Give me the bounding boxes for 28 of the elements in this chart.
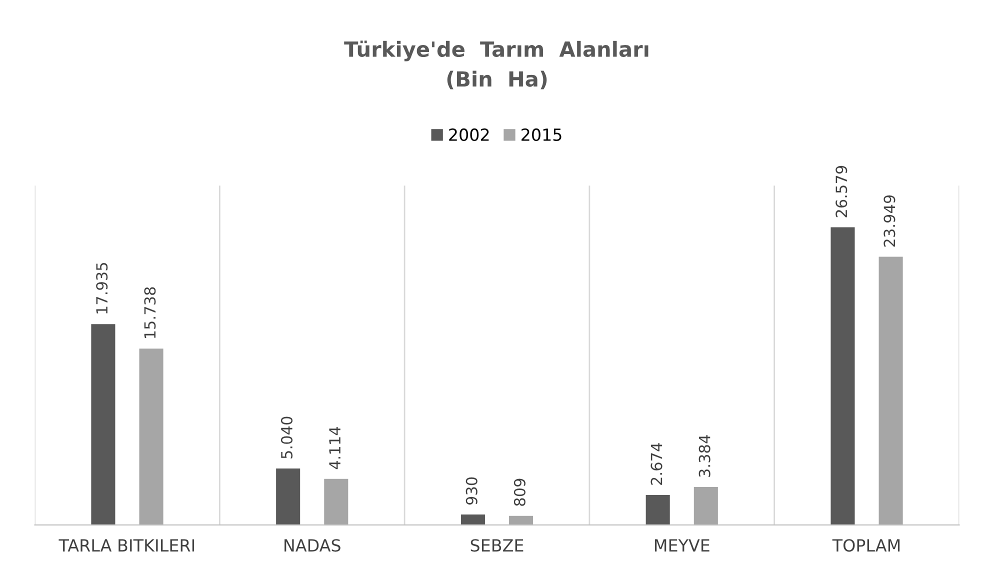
data-label: 17.935 <box>96 262 108 314</box>
bar <box>878 256 903 525</box>
data-label: 4.114 <box>329 426 340 470</box>
data-label: 930 <box>466 477 478 505</box>
bar <box>460 514 485 525</box>
legend-label: 2015 <box>522 128 562 141</box>
bar <box>694 487 718 525</box>
x-tick-label: TARLA BITKILERI <box>58 539 194 552</box>
x-tick-label: MEYVE <box>655 539 710 552</box>
x-tick-label: SEBZE <box>470 539 524 552</box>
bar <box>509 516 534 525</box>
bar <box>324 478 348 525</box>
bar <box>276 468 300 525</box>
legend-label: 2002 <box>449 128 489 141</box>
data-label: 15.738 <box>144 287 156 338</box>
x-tick-label: TOPLAM <box>832 539 900 552</box>
data-label: 809 <box>514 478 526 506</box>
data-label: 23.949 <box>884 195 896 247</box>
bar <box>139 348 164 525</box>
x-tick-label: NADAS <box>284 539 340 552</box>
data-label: 26.579 <box>836 166 848 218</box>
bar <box>830 227 855 525</box>
bar <box>646 494 670 525</box>
chart-title: Türkiye'de Tarım Alanları (Bin Ha) <box>344 40 648 90</box>
data-label: 2.674 <box>650 443 662 485</box>
data-label: 3.384 <box>698 435 710 477</box>
data-label: 5.040 <box>280 416 293 458</box>
bar <box>91 324 116 525</box>
